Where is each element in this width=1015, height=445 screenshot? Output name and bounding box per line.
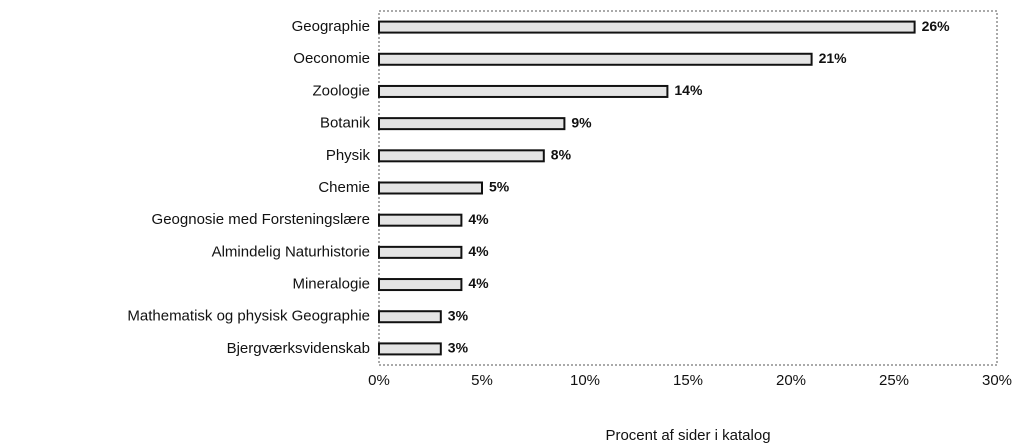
y-tick-label: Mathematisk og physisk Geographie [127,308,370,325]
bar [378,181,483,195]
value-label: 21% [819,50,848,66]
value-label: 8% [551,147,572,163]
value-label: 3% [448,340,469,356]
x-tick-label: 0% [368,372,390,389]
y-tick-label: Chemie [318,179,370,196]
bar [378,117,566,131]
x-tick-label: 10% [570,372,600,389]
x-tick-label: 15% [673,372,703,389]
y-tick-label: Botanik [320,115,371,132]
value-label: 5% [489,179,510,195]
x-tick-label: 5% [471,372,493,389]
y-tick-label: Bjergværksvidenskab [227,340,370,357]
bar [378,342,442,356]
value-label: 4% [468,211,489,227]
value-label: 3% [448,307,469,323]
value-label: 9% [571,114,592,130]
value-label: 26% [922,18,951,34]
bar [378,52,813,66]
value-label: 4% [468,275,489,291]
y-tick-label: Almindelig Naturhistorie [212,243,370,260]
y-tick-label: Geognosie med Forsteningslære [152,211,370,228]
x-tick-label: 20% [776,372,806,389]
bar [378,20,916,34]
value-label: 14% [674,82,703,98]
bar [378,84,669,98]
x-tick-label: 30% [982,372,1012,389]
bar [378,310,442,324]
bar [378,278,463,292]
y-tick-label: Zoologie [312,82,370,99]
plot-frame [378,10,998,366]
y-tick-label: Mineralogie [292,276,370,293]
bar [378,149,545,163]
bar [378,213,463,227]
x-axis-label: Procent af sider i katalog [605,427,770,444]
y-tick-label: Oeconomie [293,50,370,67]
x-tick-label: 25% [879,372,909,389]
y-tick-label: Physik [326,147,371,164]
bar [378,245,463,259]
value-label: 4% [468,243,489,259]
y-tick-label: Geographie [292,18,370,35]
